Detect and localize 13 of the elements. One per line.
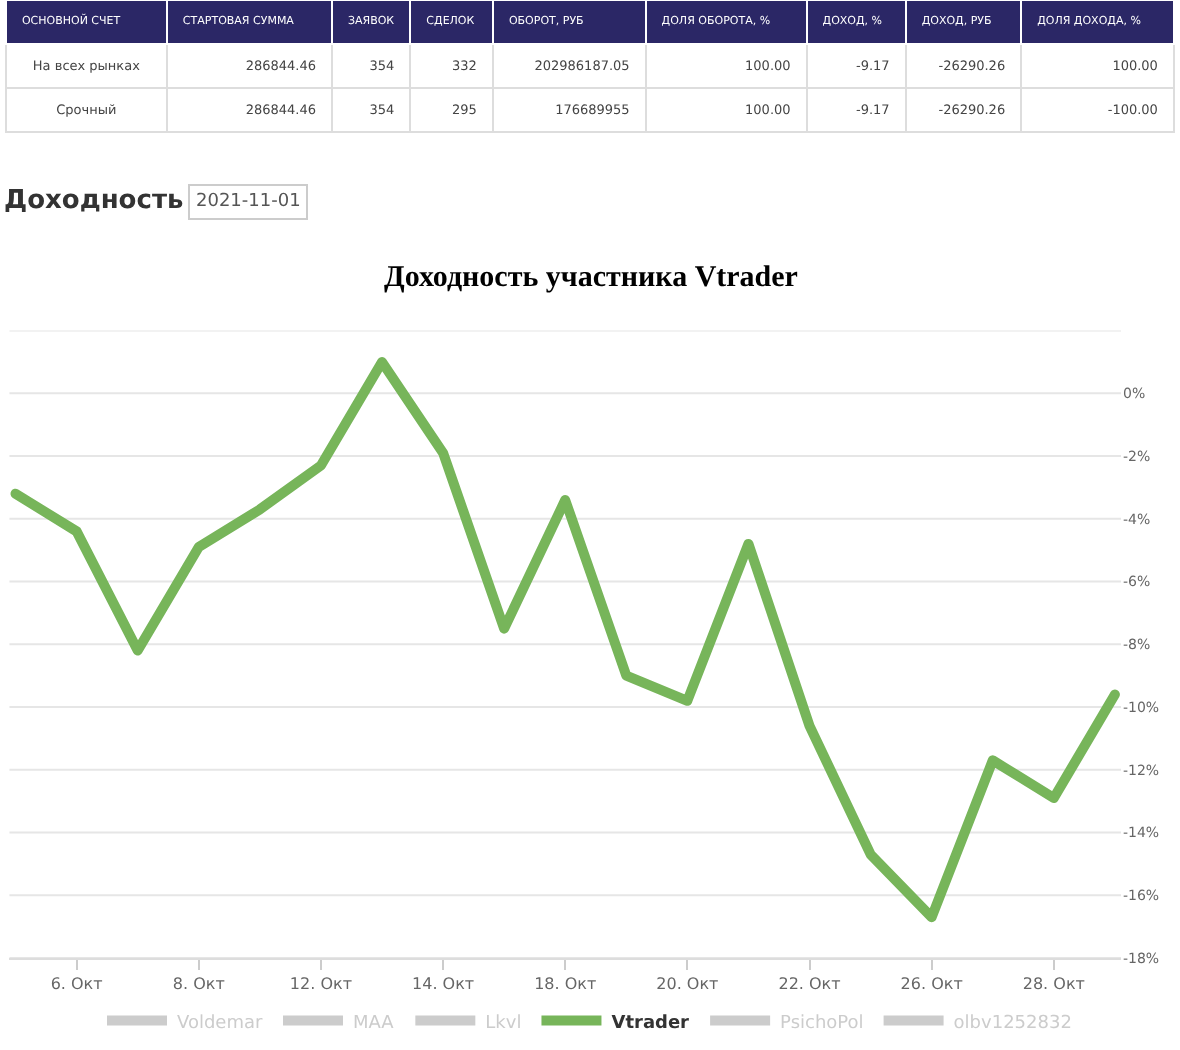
text: Доходность: [4, 186, 184, 216]
text: 2021-11-01: [196, 192, 301, 212]
x-tick-label: 28. Окт: [1022, 975, 1086, 994]
x-tick-label: 8. Окт: [172, 975, 226, 994]
x-tick-label: 20. Окт: [656, 975, 720, 994]
x-tick-label: 18. Окт: [534, 975, 597, 994]
x-tick-label: 12. Окт: [289, 975, 353, 994]
x-tick-label: 26. Окт: [900, 975, 964, 994]
x-tick-label: 14. Окт: [412, 975, 475, 994]
x-tick-label: 6. Окт: [50, 975, 104, 994]
legend-label: Vtrader: [611, 1013, 691, 1034]
x-tick-label: 22. Окт: [778, 975, 842, 994]
chart-title: Доходность участника Vtrader: [384, 262, 799, 294]
